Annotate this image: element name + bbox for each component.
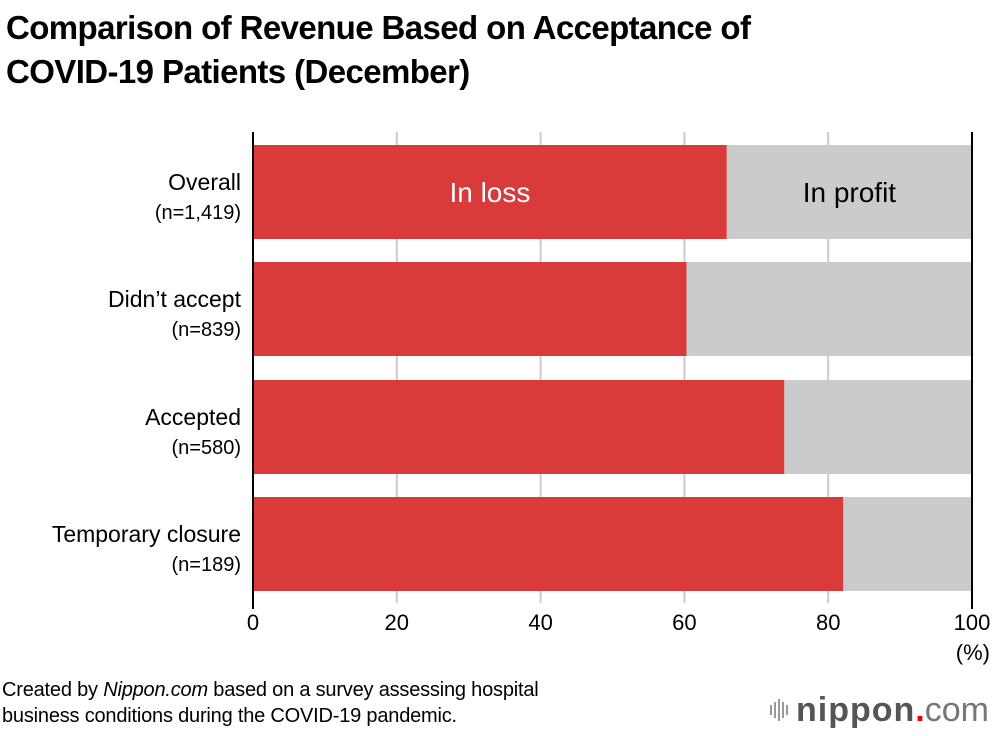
x-tick-label: 60 [672,610,696,635]
bar-in-loss [253,380,785,474]
logo-tld: com [924,691,989,729]
footnote: Created by Nippon.com based on a survey … [2,677,539,729]
logo-brand: nippon [796,691,916,729]
x-tick-label: 20 [385,610,409,635]
category-label: Accepted [145,404,241,430]
footnote-suffix: based on a survey assessing hospital [207,679,539,701]
logo-sound-bars-icon [770,699,788,721]
bar-in-profit [686,262,972,356]
category-sublabel: (n=1,419) [155,202,241,224]
footnote-line-2: business conditions during the COVID-19 … [2,705,457,727]
x-tick-label: 80 [816,610,840,635]
category-sublabel: (n=839) [172,319,242,341]
category-sublabel: (n=189) [172,554,242,576]
bar-in-profit [784,380,972,474]
bar-in-profit [843,497,972,591]
legend-label-in-profit: In profit [803,177,897,208]
x-tick-label: 40 [528,610,552,635]
category-label: Overall [168,169,241,195]
x-axis-unit-label: (%) [956,640,990,665]
category-label: Didn’t accept [108,286,242,312]
bar-in-loss [253,497,844,591]
footnote-source: Nippon.com [103,679,208,701]
chart-title-line-2: COVID-19 Patients (December) [6,53,470,90]
bar-in-loss [253,262,687,356]
footnote-prefix: Created by [2,679,104,701]
chart-title-line-1: Comparison of Revenue Based on Acceptanc… [6,9,751,46]
category-sublabel: (n=580) [172,437,242,459]
nippon-logo: nippon. com [770,690,989,730]
bar-in-profit [726,145,972,239]
chart-title: Comparison of Revenue Based on Acceptanc… [6,6,996,94]
x-tick-label: 100 [954,610,991,635]
bar-in-loss [253,145,727,239]
legend-label-in-loss: In loss [449,177,530,208]
logo-dot: . [915,691,925,729]
x-tick-label: 0 [247,610,259,635]
category-label: Temporary closure [52,521,241,547]
